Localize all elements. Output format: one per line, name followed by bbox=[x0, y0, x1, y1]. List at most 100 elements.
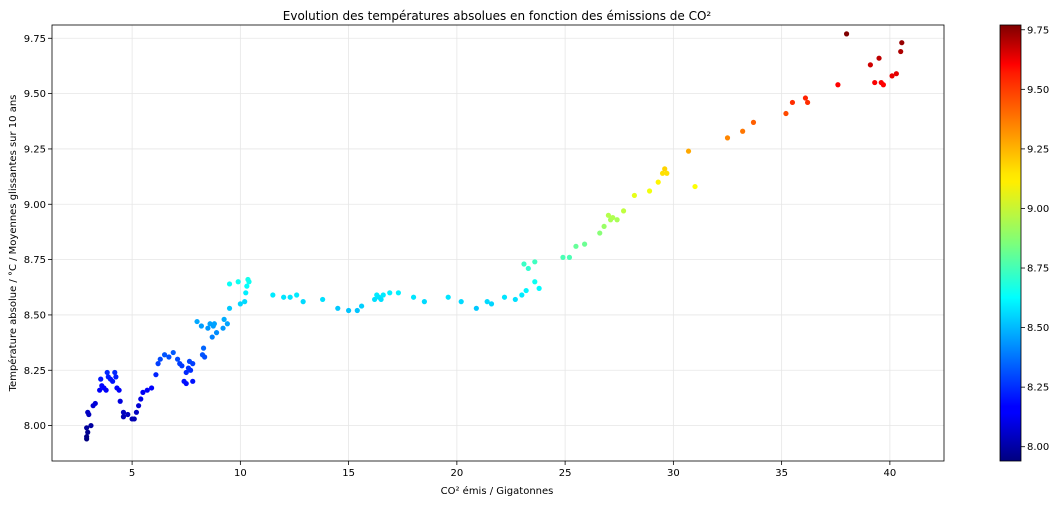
data-point bbox=[92, 400, 98, 407]
data-point bbox=[560, 254, 566, 260]
x-tick-label: 35 bbox=[775, 468, 788, 479]
data-point bbox=[155, 361, 161, 367]
data-point bbox=[85, 429, 91, 435]
data-point bbox=[889, 73, 895, 79]
data-point bbox=[243, 290, 249, 296]
data-point bbox=[521, 261, 527, 267]
data-point bbox=[117, 398, 123, 404]
data-point bbox=[205, 325, 211, 331]
data-point bbox=[140, 389, 146, 395]
data-point bbox=[512, 296, 518, 303]
data-point bbox=[473, 305, 479, 311]
data-point bbox=[125, 411, 131, 418]
data-point bbox=[750, 119, 757, 125]
data-point bbox=[136, 403, 142, 409]
data-point bbox=[614, 217, 620, 223]
data-point bbox=[148, 385, 155, 391]
data-point bbox=[138, 396, 144, 402]
data-point bbox=[805, 99, 811, 106]
data-point bbox=[270, 292, 276, 298]
data-point bbox=[335, 305, 341, 311]
y-tick-label: 9.75 bbox=[24, 34, 46, 45]
data-point bbox=[659, 170, 666, 176]
data-point bbox=[783, 110, 789, 117]
data-point bbox=[300, 299, 306, 305]
data-point bbox=[899, 40, 905, 46]
data-point bbox=[740, 128, 746, 134]
data-point bbox=[410, 294, 417, 300]
data-point bbox=[120, 409, 127, 415]
data-point bbox=[646, 188, 653, 194]
data-point bbox=[187, 367, 194, 373]
data-point bbox=[116, 387, 122, 393]
data-point bbox=[601, 223, 607, 230]
colorbar-tick-label: 8.75 bbox=[1027, 264, 1049, 275]
data-point bbox=[519, 292, 525, 298]
data-point bbox=[194, 318, 200, 325]
colorbar-ticks: 8.00 8.25 8.50 8.75 9.00 9.25 9.50 9.75 bbox=[1021, 25, 1049, 453]
data-point bbox=[213, 330, 220, 336]
colorbar-tick-label: 8.50 bbox=[1027, 323, 1049, 334]
data-point bbox=[421, 299, 427, 305]
data-point bbox=[237, 301, 243, 307]
data-point bbox=[395, 290, 402, 296]
data-point bbox=[532, 259, 538, 265]
data-point bbox=[174, 356, 181, 362]
data-point bbox=[209, 334, 215, 340]
data-point bbox=[501, 294, 508, 300]
colorbar: 8.00 8.25 8.50 8.75 9.00 9.25 9.50 9.75 bbox=[999, 24, 1049, 462]
data-point bbox=[346, 307, 352, 314]
data-point bbox=[183, 380, 189, 387]
data-point bbox=[597, 230, 603, 236]
data-point bbox=[97, 387, 103, 393]
data-point bbox=[103, 387, 109, 393]
data-point bbox=[294, 292, 300, 298]
data-point bbox=[190, 378, 196, 384]
y-tick-label: 8.00 bbox=[24, 421, 46, 432]
data-point bbox=[655, 179, 661, 185]
y-tick-label: 9.00 bbox=[24, 200, 46, 211]
data-point bbox=[867, 62, 873, 68]
data-point bbox=[153, 372, 159, 378]
data-point bbox=[226, 281, 233, 287]
data-point bbox=[133, 409, 140, 415]
data-point bbox=[536, 285, 542, 291]
data-point bbox=[893, 71, 899, 77]
chart-title: Evolution des températures absolues en f… bbox=[283, 9, 712, 23]
colorbar-gradient bbox=[999, 24, 1022, 462]
y-tick-label: 8.50 bbox=[24, 310, 46, 321]
data-point bbox=[387, 290, 393, 296]
data-point bbox=[120, 414, 127, 420]
y-tick-label: 8.75 bbox=[24, 255, 46, 266]
data-point bbox=[220, 325, 226, 331]
colorbar-tick-label: 8.00 bbox=[1027, 442, 1049, 453]
y-tick-label: 9.50 bbox=[24, 89, 46, 100]
data-point bbox=[190, 361, 196, 367]
data-point bbox=[843, 31, 850, 37]
x-tick-label: 20 bbox=[450, 468, 463, 479]
data-point bbox=[620, 208, 627, 214]
colorbar-tick-label: 9.75 bbox=[1027, 25, 1049, 36]
data-point bbox=[880, 82, 886, 88]
data-point bbox=[525, 265, 531, 272]
data-point bbox=[378, 296, 384, 303]
x-tick-label: 30 bbox=[667, 468, 680, 479]
data-point bbox=[876, 55, 882, 61]
x-tick-label: 40 bbox=[884, 468, 897, 479]
data-point bbox=[287, 294, 293, 300]
data-point bbox=[98, 376, 104, 382]
data-point bbox=[244, 283, 250, 289]
data-point bbox=[532, 279, 538, 285]
data-point bbox=[235, 279, 241, 285]
data-point bbox=[802, 95, 809, 101]
colorbar-tick-label: 9.25 bbox=[1027, 144, 1049, 155]
data-point bbox=[221, 316, 227, 322]
data-points bbox=[84, 31, 905, 442]
data-point bbox=[84, 434, 90, 440]
data-point bbox=[84, 425, 90, 431]
data-point bbox=[281, 294, 287, 300]
data-point bbox=[179, 363, 185, 369]
data-point bbox=[242, 299, 248, 305]
data-point bbox=[573, 243, 579, 249]
